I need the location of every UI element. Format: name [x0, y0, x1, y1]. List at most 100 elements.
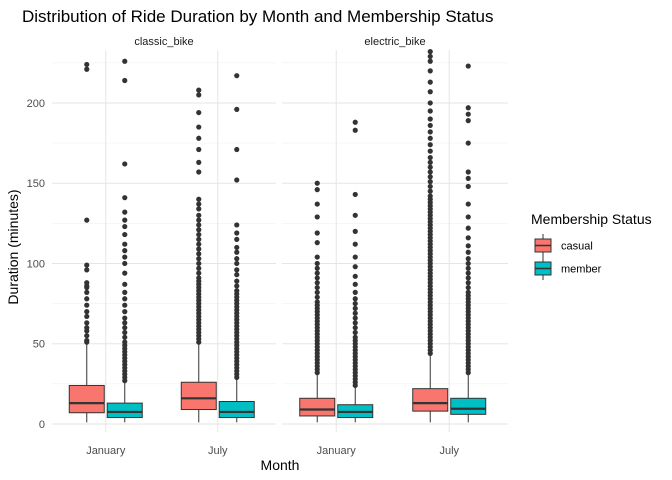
outlier-point	[122, 77, 128, 84]
outlier-point	[427, 53, 433, 60]
outlier-point	[234, 267, 240, 273]
outlier-point	[196, 109, 202, 116]
outlier-point	[352, 305, 358, 312]
box-casual-July	[180, 87, 217, 423]
outlier-point	[314, 270, 320, 276]
outlier-point	[196, 212, 202, 218]
facet-label-electric_bike: electric_bike	[364, 36, 425, 48]
box-body	[218, 401, 255, 419]
outlier-point	[234, 256, 240, 262]
outlier-point	[352, 273, 358, 279]
outlier-point	[122, 334, 128, 340]
legend-entry-member: member	[534, 257, 602, 280]
box-body	[180, 381, 217, 411]
outlier-point	[352, 241, 358, 247]
box-member-July	[450, 63, 487, 423]
outlier-point	[122, 58, 128, 64]
outlier-point	[465, 280, 471, 286]
outlier-point	[234, 278, 240, 284]
outlier-point	[352, 254, 358, 260]
outlier-point	[196, 246, 202, 252]
outlier-point	[427, 68, 433, 74]
outlier-point	[465, 105, 471, 111]
outlier-point	[196, 256, 202, 262]
legend-title: Membership Status	[531, 211, 652, 227]
x-tick-label: January	[317, 445, 357, 457]
outlier-point	[122, 302, 128, 308]
outlier-point	[196, 146, 202, 153]
outlier-point	[196, 251, 202, 257]
outlier-point	[196, 201, 202, 207]
outlier-point	[84, 61, 90, 68]
box-body	[450, 397, 487, 415]
outlier-point	[234, 260, 240, 267]
outlier-point	[465, 118, 471, 124]
outlier-point	[352, 119, 358, 125]
outlier-point	[234, 230, 240, 236]
outlier-point	[427, 58, 433, 64]
outlier-point	[196, 206, 202, 212]
outlier-point	[234, 222, 240, 228]
facet-label-classic_bike: classic_bike	[134, 36, 193, 48]
outlier-point	[465, 235, 471, 241]
outlier-point	[84, 217, 90, 223]
outlier-point	[84, 280, 90, 286]
outlier-point	[314, 260, 320, 267]
outlier-point	[314, 284, 320, 291]
outlier-point	[122, 260, 128, 267]
box-body	[106, 402, 143, 419]
y-tick-label: 0	[39, 419, 45, 431]
y-tick-label: 100	[27, 258, 45, 270]
outlier-point	[196, 135, 202, 141]
outlier-point	[122, 241, 128, 247]
outlier-point	[352, 320, 358, 326]
outlier-point	[314, 187, 320, 193]
outlier-point	[84, 302, 90, 308]
outlier-point	[465, 140, 471, 146]
legend: Membership Status casual member	[531, 211, 652, 280]
outlier-point	[352, 212, 358, 218]
outlier-point	[352, 289, 358, 295]
outlier-point	[196, 260, 202, 267]
outlier-point	[352, 310, 358, 316]
outlier-point	[465, 289, 471, 295]
outlier-point	[427, 135, 433, 141]
outlier-point	[234, 146, 240, 153]
outlier-point	[465, 225, 471, 231]
outlier-point	[314, 299, 320, 305]
outlier-point	[196, 265, 202, 271]
x-tick-label: July	[439, 445, 459, 457]
outlier-point	[122, 309, 128, 315]
outlier-point	[465, 284, 471, 291]
y-tick-label: 200	[27, 98, 45, 110]
outlier-point	[234, 249, 240, 255]
outlier-point	[465, 270, 471, 276]
outlier-point	[352, 334, 358, 340]
outlier-point	[314, 180, 320, 186]
outlier-point	[84, 296, 90, 302]
outlier-point	[427, 179, 433, 185]
box-casual-January	[299, 180, 336, 423]
outlier-point	[427, 79, 433, 85]
box-body	[68, 384, 105, 414]
box-casual-January	[68, 61, 105, 423]
outlier-point	[427, 148, 433, 154]
outlier-point	[352, 300, 358, 307]
outlier-point	[465, 256, 471, 262]
outlier-point	[122, 161, 128, 167]
outlier-point	[352, 325, 358, 331]
outlier-point	[122, 296, 128, 302]
outlier-point	[84, 289, 90, 295]
outlier-point	[122, 315, 128, 321]
box-body	[412, 388, 449, 412]
y-tick-label: 50	[33, 339, 45, 351]
box-casual-July	[412, 49, 449, 423]
y-axis-title: Duration (minutes)	[5, 189, 21, 304]
outlier-point	[234, 106, 240, 112]
outlier-point	[84, 66, 90, 72]
outlier-point	[427, 174, 433, 180]
outlier-point	[427, 116, 433, 122]
outlier-point	[465, 183, 471, 190]
outlier-point	[314, 280, 320, 286]
outlier-point	[196, 227, 202, 233]
